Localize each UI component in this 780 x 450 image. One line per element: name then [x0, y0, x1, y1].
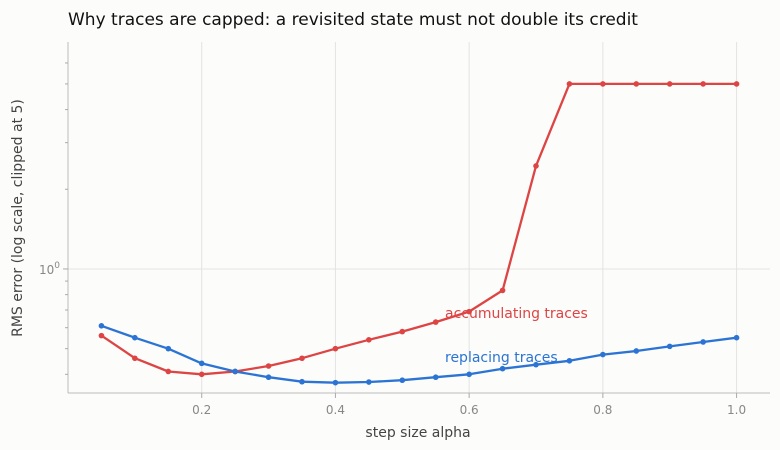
x-tick-label: 0.8	[593, 403, 612, 417]
data-point	[566, 357, 573, 364]
data-point	[265, 363, 272, 369]
grid	[68, 42, 770, 393]
data-point	[265, 374, 272, 381]
axes	[67, 42, 770, 394]
data-point	[132, 355, 138, 362]
data-point	[466, 371, 472, 378]
data-point	[399, 328, 406, 335]
data-point	[98, 322, 105, 329]
data-point	[299, 355, 305, 362]
x-axis-label: step size alpha	[365, 425, 470, 441]
x-tick-label: 1.0	[727, 403, 746, 417]
data-point	[600, 81, 606, 87]
data-point	[366, 379, 372, 385]
data-point	[499, 365, 506, 372]
series-lines	[100, 82, 737, 384]
series-line	[101, 324, 737, 384]
data-point	[666, 81, 673, 87]
data-point	[366, 337, 372, 343]
data-point	[332, 345, 339, 352]
data-point	[198, 371, 205, 378]
data-point	[499, 287, 506, 294]
data-point	[232, 368, 238, 375]
series-labels: accumulating traces replacing traces	[445, 306, 588, 366]
data-point	[700, 81, 706, 87]
y-axis-label: RMS error (log scale, clipped at 5)	[10, 99, 26, 337]
data-point	[666, 343, 673, 350]
data-point	[700, 339, 706, 345]
series-line	[100, 82, 737, 376]
data-point	[533, 361, 539, 368]
data-point	[198, 360, 205, 367]
data-point	[600, 351, 606, 358]
series-points	[98, 81, 740, 386]
data-point	[299, 378, 305, 385]
data-point	[399, 377, 406, 384]
series-label: accumulating traces	[445, 306, 588, 322]
data-point	[566, 81, 573, 87]
data-point	[733, 334, 740, 341]
chart-title: Why traces are capped: a revisited state…	[68, 10, 638, 30]
data-point	[633, 81, 640, 87]
data-point	[533, 163, 539, 169]
data-point	[332, 379, 339, 386]
data-point	[165, 368, 172, 375]
ticks: 0.2 0.4 0.6 0.8 1.0 100	[39, 62, 746, 417]
x-tick-label: 0.2	[192, 403, 211, 417]
x-tick-label: 0.6	[460, 403, 479, 417]
data-point	[165, 345, 172, 352]
data-point	[432, 374, 439, 381]
x-tick-label: 0.4	[326, 403, 345, 417]
data-point	[132, 334, 138, 341]
data-point	[733, 81, 740, 87]
series-label: replacing traces	[445, 350, 558, 366]
data-point	[98, 332, 105, 339]
data-point	[633, 348, 640, 354]
data-point	[466, 308, 472, 315]
data-point	[432, 319, 439, 325]
y-tick-label: 100	[39, 261, 60, 277]
